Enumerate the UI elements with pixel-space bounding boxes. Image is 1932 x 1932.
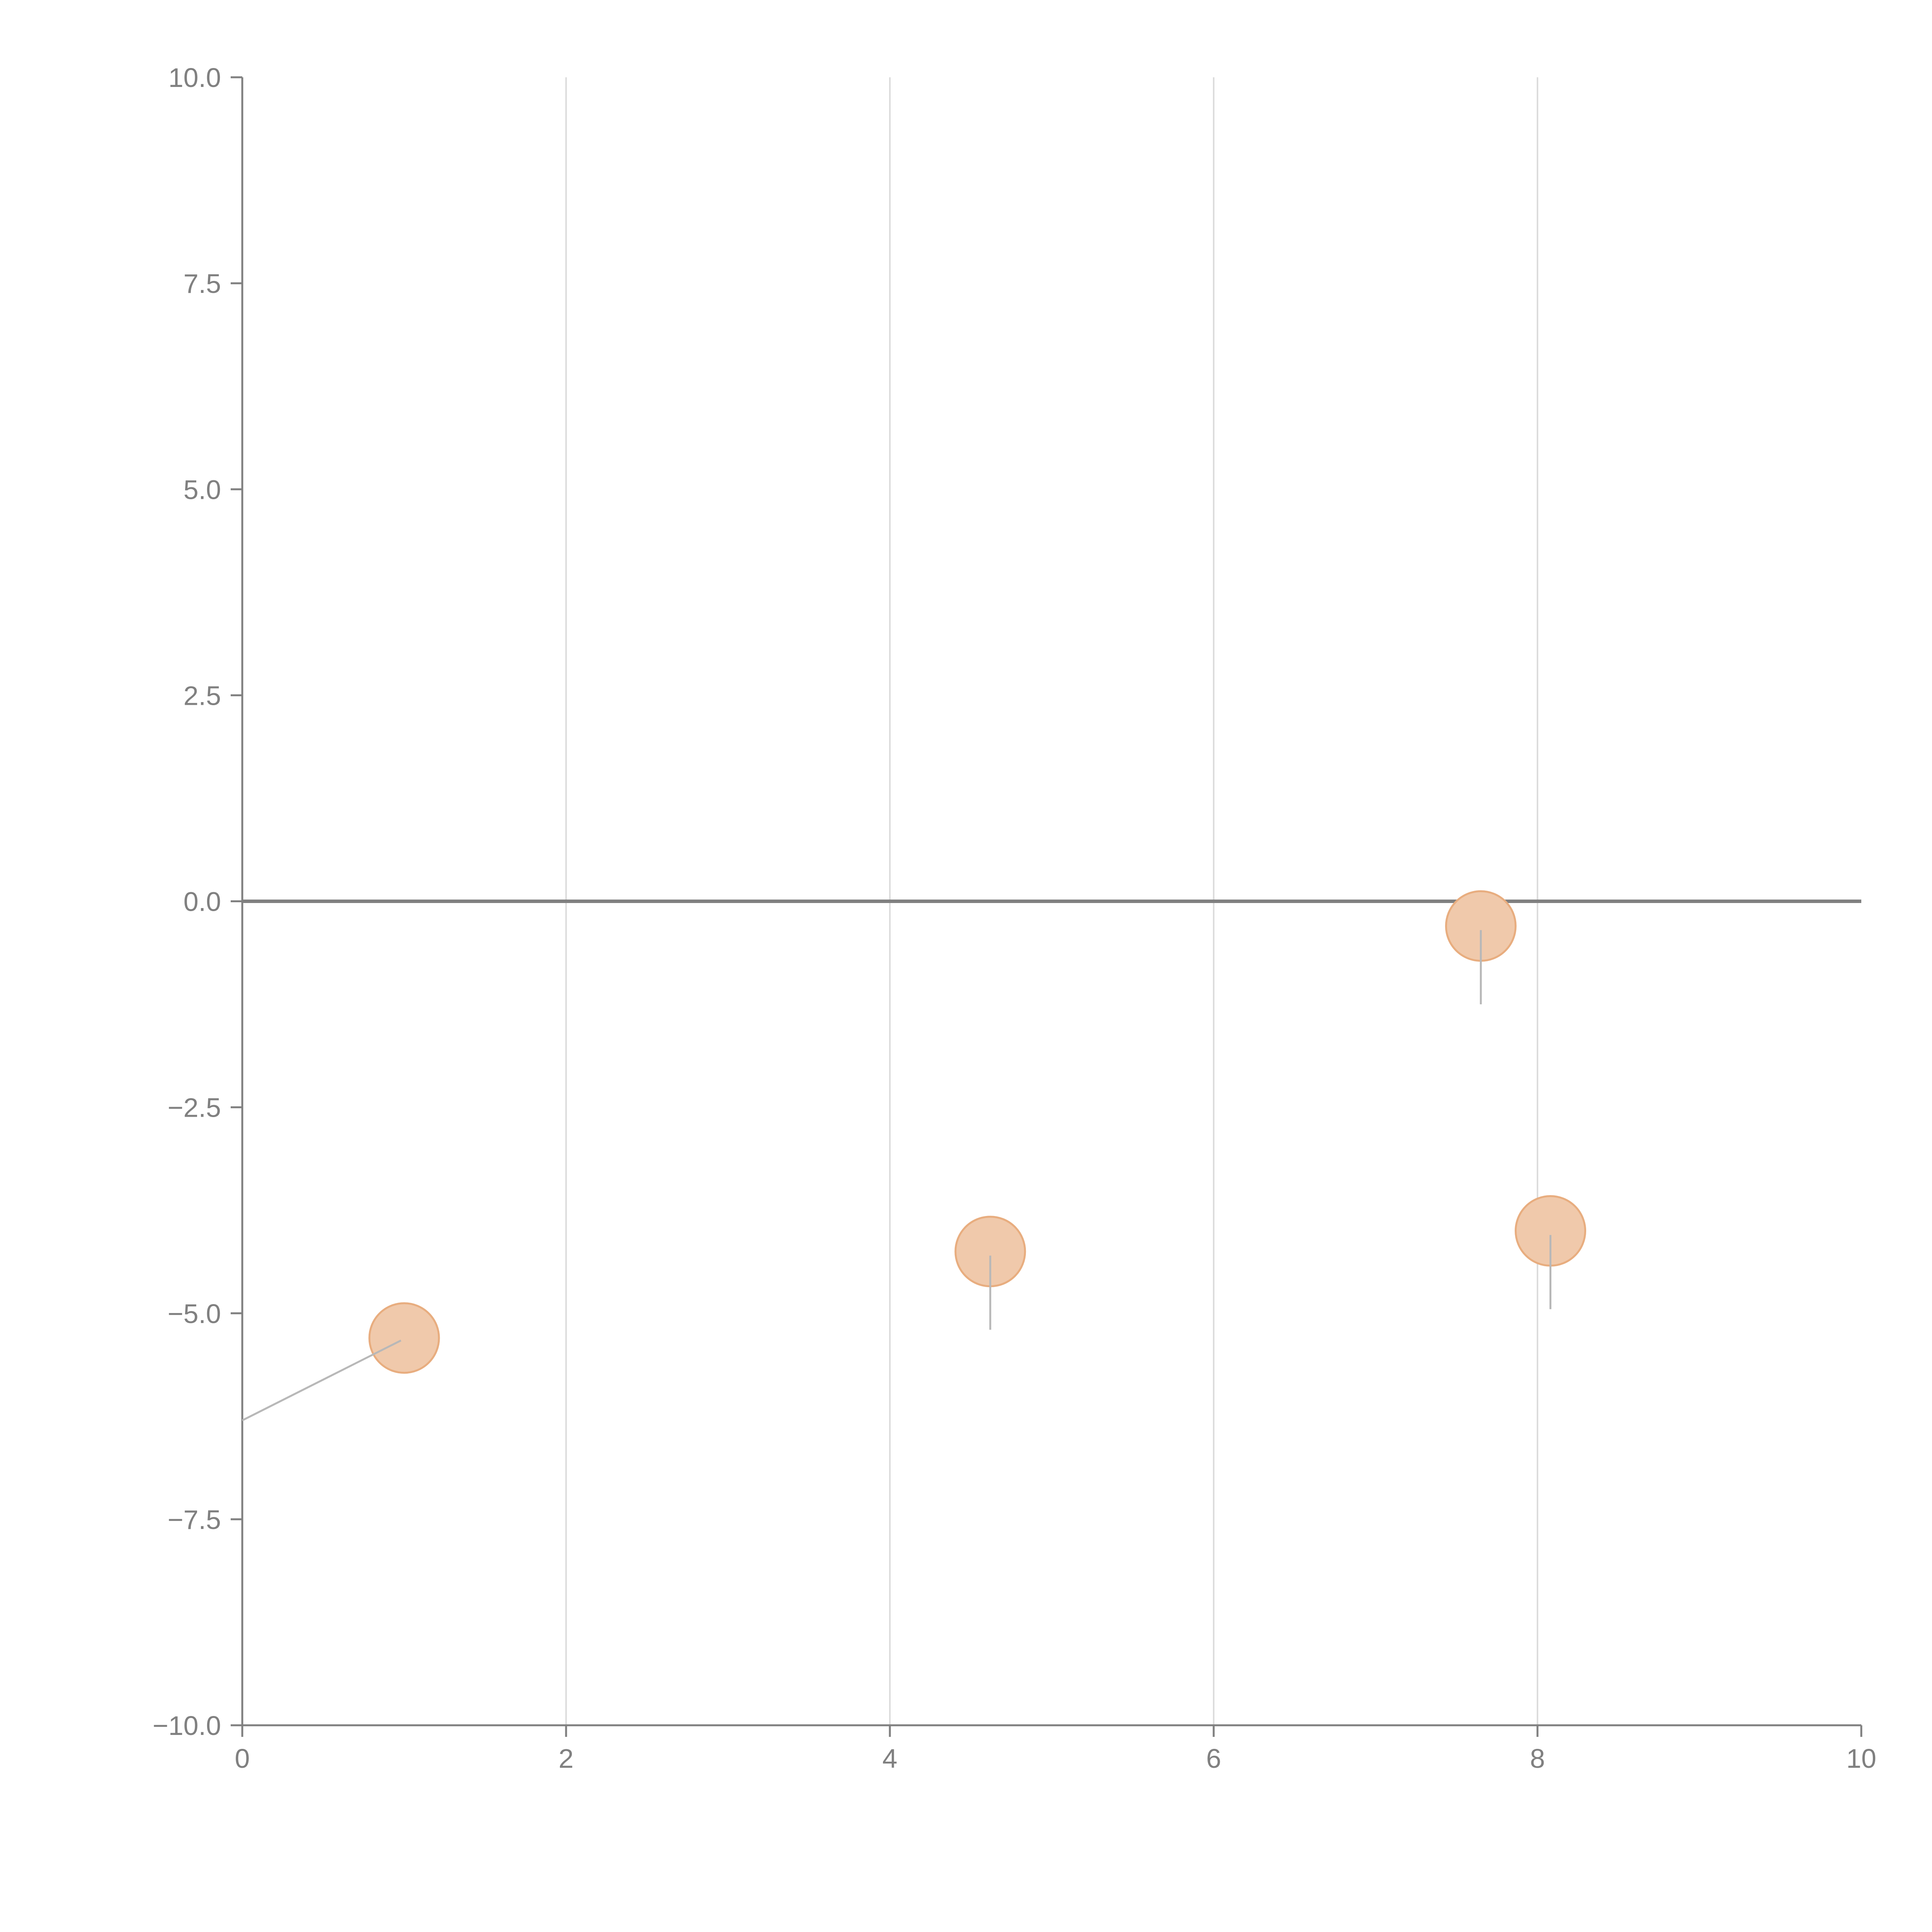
y-tick-label-2: 5.0 <box>184 474 221 505</box>
y-tick-label-1: 7.5 <box>184 269 221 299</box>
x-tick-label-3: 6 <box>1206 1743 1221 1774</box>
y-tick-label-6: −5.0 <box>168 1299 221 1329</box>
y-tick-label-3: 2.5 <box>184 680 221 711</box>
y-tick-label-7: −7.5 <box>168 1505 221 1535</box>
y-tick-label-5: −2.5 <box>168 1093 221 1123</box>
y-tick-label-4: 0.0 <box>184 887 221 917</box>
data-points <box>368 890 1587 1374</box>
axes <box>231 76 1862 1737</box>
leader-lines <box>242 930 1552 1422</box>
tick-labels: 10.0 7.5 5.0 2.5 0.0 −2.5 −5.0 −7.5 −10.0 0 2 4 6 8 10 <box>153 63 1876 1774</box>
x-tick-label-0: 0 <box>235 1743 250 1774</box>
x-tick-label-1: 2 <box>559 1743 574 1774</box>
y-tick-label-0: 10.0 <box>168 63 221 93</box>
leader-line-0 <box>242 1339 401 1422</box>
x-tick-label-2: 4 <box>883 1743 898 1774</box>
x-tick-label-5: 10 <box>1846 1743 1876 1774</box>
y-tick-label-8: −10.0 <box>153 1711 221 1741</box>
x-tick-label-4: 8 <box>1530 1743 1545 1774</box>
data-point-0 <box>368 1302 440 1374</box>
